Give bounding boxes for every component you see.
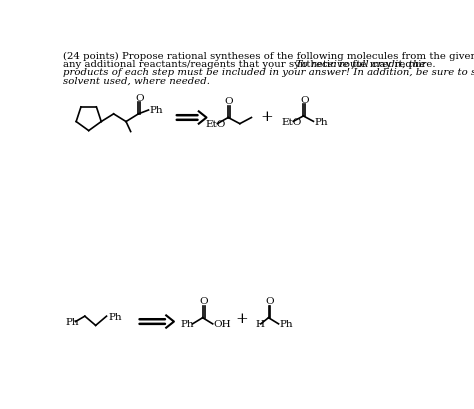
Text: O: O xyxy=(300,95,309,104)
Text: Ph: Ph xyxy=(149,106,163,115)
Text: Ph: Ph xyxy=(181,319,194,328)
Text: +: + xyxy=(235,311,248,325)
Text: O: O xyxy=(265,297,274,306)
Text: solvent used, where needed.: solvent used, where needed. xyxy=(63,77,210,86)
Text: O: O xyxy=(199,297,208,306)
Text: H: H xyxy=(255,319,264,328)
Text: O: O xyxy=(135,93,144,102)
Text: EtO: EtO xyxy=(206,120,226,129)
Text: O: O xyxy=(225,97,233,106)
Text: Ph: Ph xyxy=(65,317,79,326)
Text: To receive full credit, the: To receive full credit, the xyxy=(63,60,426,69)
Text: Ph: Ph xyxy=(314,117,328,126)
Text: Ph: Ph xyxy=(108,312,122,321)
Text: OH: OH xyxy=(213,319,231,328)
Text: EtO: EtO xyxy=(282,117,302,126)
Text: +: + xyxy=(261,110,273,124)
Text: products of each step must be included in your answer! In addition, be sure to s: products of each step must be included i… xyxy=(63,68,474,77)
Text: (24 points) Propose rational syntheses of the following molecules from the given: (24 points) Propose rational syntheses o… xyxy=(63,52,474,61)
Text: Ph: Ph xyxy=(279,319,293,328)
Text: any additional reactants/reagents that your synthetic route may require.: any additional reactants/reagents that y… xyxy=(63,60,439,69)
